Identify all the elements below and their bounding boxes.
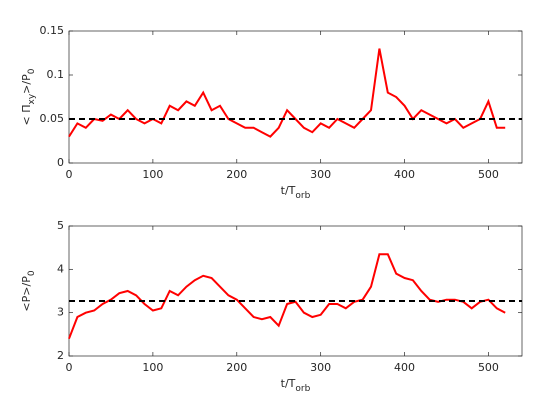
y-tick-label: 5 <box>57 219 64 232</box>
x-tick-label: 100 <box>142 361 163 374</box>
x-tick-label: 400 <box>394 168 415 181</box>
x-tick-label: 300 <box>310 361 331 374</box>
y-axis-label: < Πxy>/P0 <box>20 68 37 125</box>
y-tick-label: 0.05 <box>40 112 65 125</box>
label-part: 0 <box>27 270 37 276</box>
x-tick-label: 500 <box>478 361 499 374</box>
y-tick-label: 0 <box>57 156 64 169</box>
x-axis-label: t/Torb <box>281 184 311 201</box>
x-tick-label: 0 <box>66 168 73 181</box>
x-tick-label: 100 <box>142 168 163 181</box>
x-tick-label: 200 <box>226 361 247 374</box>
x-axis-label: t/Torb <box>281 377 311 394</box>
label-part: xy <box>27 93 37 104</box>
label-part: <P>/P <box>20 276 33 312</box>
x-tick-label: 400 <box>394 361 415 374</box>
label-part: orb <box>295 191 310 201</box>
label-part: t/T <box>281 377 296 390</box>
y-tick-label: 3 <box>57 306 64 319</box>
y-tick-label: 0.1 <box>47 68 65 81</box>
label-part: 0 <box>27 68 37 74</box>
label-part: < Π <box>20 104 33 125</box>
y-tick-label: 2 <box>57 349 64 362</box>
x-tick-label: 500 <box>478 168 499 181</box>
label-part: orb <box>295 384 310 394</box>
y-tick-label: 4 <box>57 262 64 275</box>
plot-area <box>68 30 523 164</box>
y-axis-label: <P>/P0 <box>20 270 37 311</box>
plot-area <box>68 225 523 357</box>
label-part: t/T <box>281 184 296 197</box>
y-tick-label: 0.15 <box>40 24 65 37</box>
x-tick-label: 0 <box>66 361 73 374</box>
label-part: >/P <box>20 74 33 94</box>
x-tick-label: 300 <box>310 168 331 181</box>
x-tick-label: 200 <box>226 168 247 181</box>
data-line <box>68 48 506 138</box>
